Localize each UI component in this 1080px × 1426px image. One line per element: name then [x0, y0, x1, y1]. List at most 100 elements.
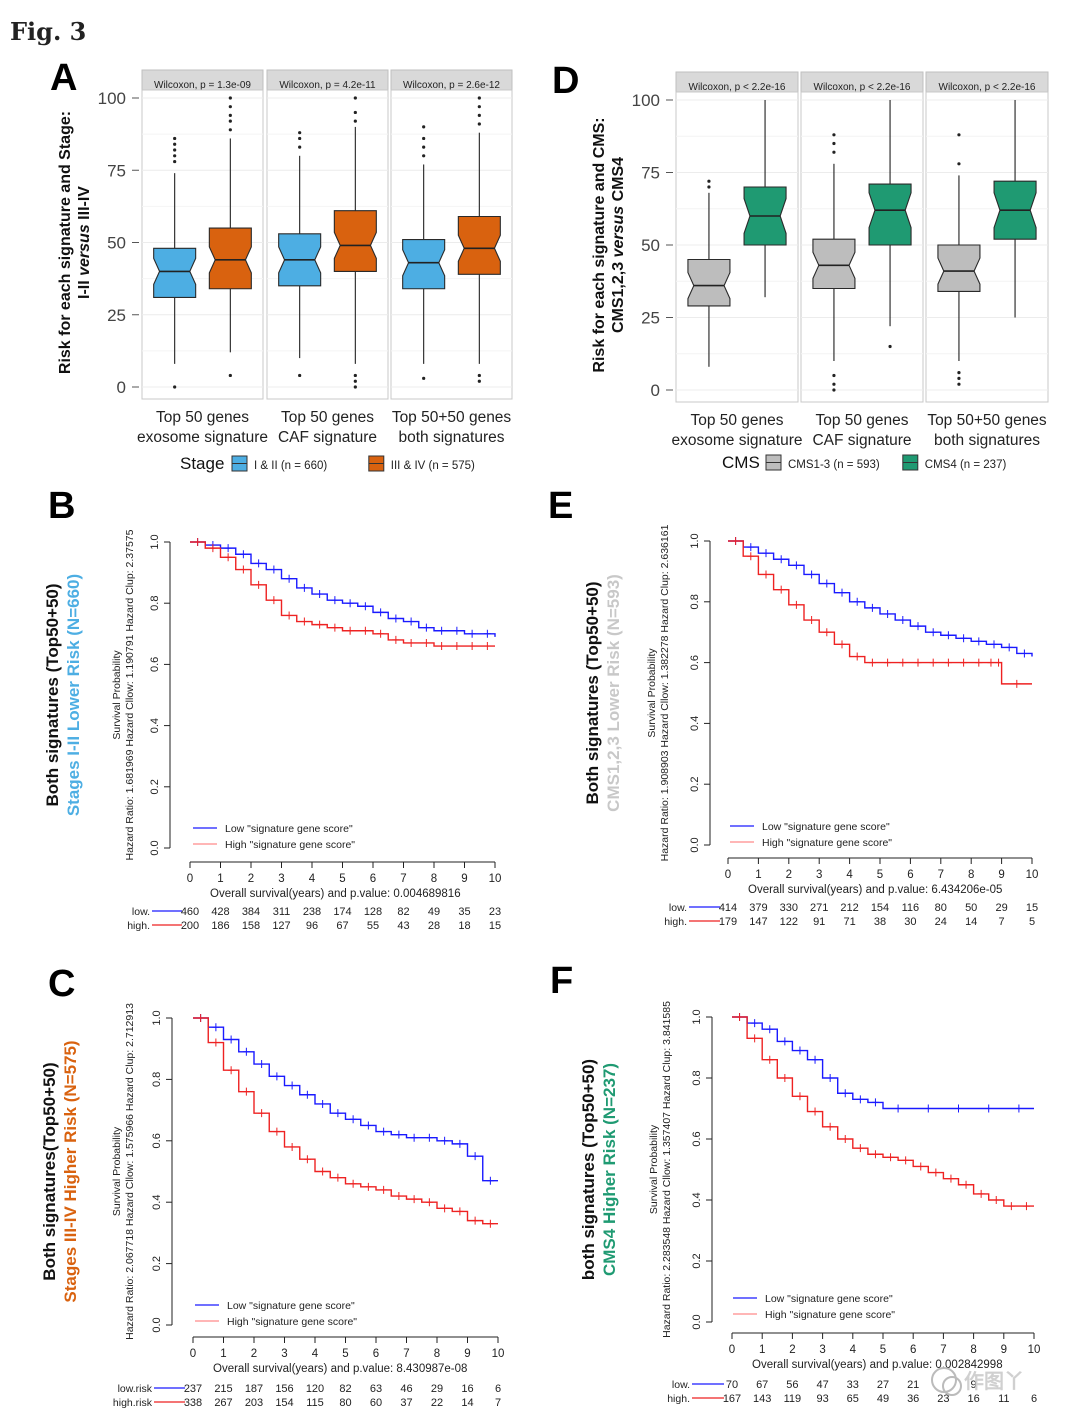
- censor-mark: [377, 608, 385, 617]
- censor-mark: [380, 1127, 388, 1136]
- x-tick-label: 3: [281, 1348, 287, 1360]
- outlier-point: [353, 119, 357, 123]
- panel-letter: B: [48, 485, 75, 527]
- censor-mark: [960, 658, 968, 667]
- censor-mark: [331, 596, 339, 605]
- facet: Wilcoxon, p < 2.2e-16 Top 50 genes CAF sig…: [800, 71, 924, 449]
- panel-row-sublabel: Stages I-II Lower Risk (N=660): [64, 574, 83, 816]
- outlier-point: [422, 154, 426, 158]
- risk-table-value: 311: [273, 906, 291, 918]
- censor-mark: [990, 640, 998, 649]
- risk-table-value: 55: [367, 920, 379, 932]
- x-tick-label: 8: [968, 869, 974, 881]
- censor-mark: [808, 616, 816, 625]
- x-tick-label: 9: [461, 873, 467, 885]
- censor-mark: [736, 1013, 744, 1021]
- x-category-label: Top 50 genes: [156, 409, 249, 426]
- risk-table-value: 5: [1029, 916, 1035, 928]
- censor-mark: [985, 1104, 993, 1113]
- y-tick-label: 75: [641, 164, 660, 183]
- censor-mark: [987, 658, 995, 667]
- y-tick-label: 0.8: [689, 594, 701, 609]
- censor-mark: [239, 550, 247, 559]
- y-tick-label: 0.0: [149, 840, 161, 855]
- censor-mark: [438, 642, 446, 651]
- censor-mark: [962, 1180, 970, 1189]
- censor-mark: [395, 1192, 403, 1201]
- outlier-point: [353, 373, 357, 378]
- censor-mark: [792, 561, 800, 570]
- censor-mark: [766, 1025, 774, 1034]
- facet-strip-label: Wilcoxon, p < 2.2e-16: [814, 82, 911, 93]
- outlier-point: [957, 382, 961, 386]
- risk-table-label: high.risk: [113, 1397, 153, 1409]
- risk-table-value: 200: [181, 920, 199, 932]
- outlier-point: [228, 373, 232, 378]
- box-group1: [812, 133, 856, 392]
- risk-table-value: 338: [184, 1397, 202, 1409]
- censor-mark: [483, 629, 491, 638]
- x-tick-label: 1: [220, 1348, 226, 1360]
- x-category-label: Top 50 genes: [690, 412, 783, 429]
- y-tick-label: 0.2: [689, 777, 701, 792]
- panel-row-sublabel: Stages III-IV Higher Risk (N=575): [61, 1040, 80, 1302]
- x-tick-label: 6: [370, 873, 376, 885]
- risk-table-value: 30: [904, 916, 916, 928]
- censor-mark: [781, 1074, 789, 1082]
- censor-mark: [194, 538, 202, 546]
- outlier-point: [957, 162, 961, 166]
- censor-mark: [380, 1185, 388, 1194]
- x-category-label: CAF signature: [278, 429, 377, 446]
- outlier-point: [173, 148, 177, 152]
- survival-curve-low: [193, 1014, 498, 1185]
- censor-mark: [255, 559, 263, 568]
- risk-table-value: 49: [428, 906, 440, 918]
- y-tick-label: 1.0: [691, 1009, 703, 1024]
- x-tick-label: 7: [403, 1348, 409, 1360]
- survival-step-line: [728, 540, 1032, 685]
- x-tick-label: 5: [877, 869, 883, 881]
- x-tick-label: 10: [492, 1348, 505, 1360]
- outlier-point: [832, 382, 836, 386]
- box-group2: [868, 100, 912, 349]
- risk-table-value: 70: [726, 1379, 738, 1391]
- censor-mark: [224, 553, 232, 562]
- y-tick-label: 0: [651, 381, 660, 400]
- outlier-point: [957, 376, 961, 380]
- risk-table-value: 460: [181, 906, 199, 918]
- censor-mark: [777, 585, 785, 594]
- risk-table-value: 82: [397, 906, 409, 918]
- censor-mark: [438, 626, 446, 635]
- censor-mark: [361, 626, 369, 635]
- censor-mark: [899, 658, 907, 667]
- facet: Wilcoxon, p = 1.3e-09 Top 50 genes exosome…: [137, 69, 268, 446]
- survival-curve-low: [728, 537, 1033, 658]
- censor-mark: [377, 629, 385, 638]
- censor-mark: [483, 642, 491, 651]
- risk-table-value: 15: [489, 920, 501, 932]
- outlier-point: [298, 136, 302, 141]
- survival-curve-high: [193, 1014, 498, 1228]
- risk-table-value: 428: [211, 906, 229, 918]
- censor-mark: [751, 1019, 759, 1028]
- censor-mark: [823, 579, 831, 588]
- censor-mark: [955, 1104, 962, 1113]
- x-tick-label: 3: [816, 869, 822, 881]
- box-group1: [687, 179, 731, 367]
- y-axis-label: Survival Probability: [646, 648, 658, 738]
- censor-mark: [303, 1090, 311, 1099]
- legend-label: High "signature gene score": [227, 1316, 357, 1328]
- censor-mark: [258, 1060, 266, 1069]
- risk-table: low. 414 379 330 271 212 154 116 80 50 29 15 high. 17…: [664, 902, 1038, 928]
- outlier-point: [707, 179, 711, 183]
- censor-mark: [273, 1072, 281, 1081]
- censor-mark: [871, 1098, 879, 1107]
- facet-strip-label: Wilcoxon, p < 2.2e-16: [689, 82, 786, 93]
- risk-table-value: 21: [907, 1379, 919, 1391]
- risk-table-value: 384: [242, 906, 260, 918]
- outlier-point: [228, 113, 232, 117]
- watermark-icon-part: [942, 1376, 962, 1396]
- facet: Wilcoxon, p = 4.2e-11 Top 50 genes CAF sig…: [266, 69, 389, 446]
- risk-table-value: 120: [306, 1383, 324, 1395]
